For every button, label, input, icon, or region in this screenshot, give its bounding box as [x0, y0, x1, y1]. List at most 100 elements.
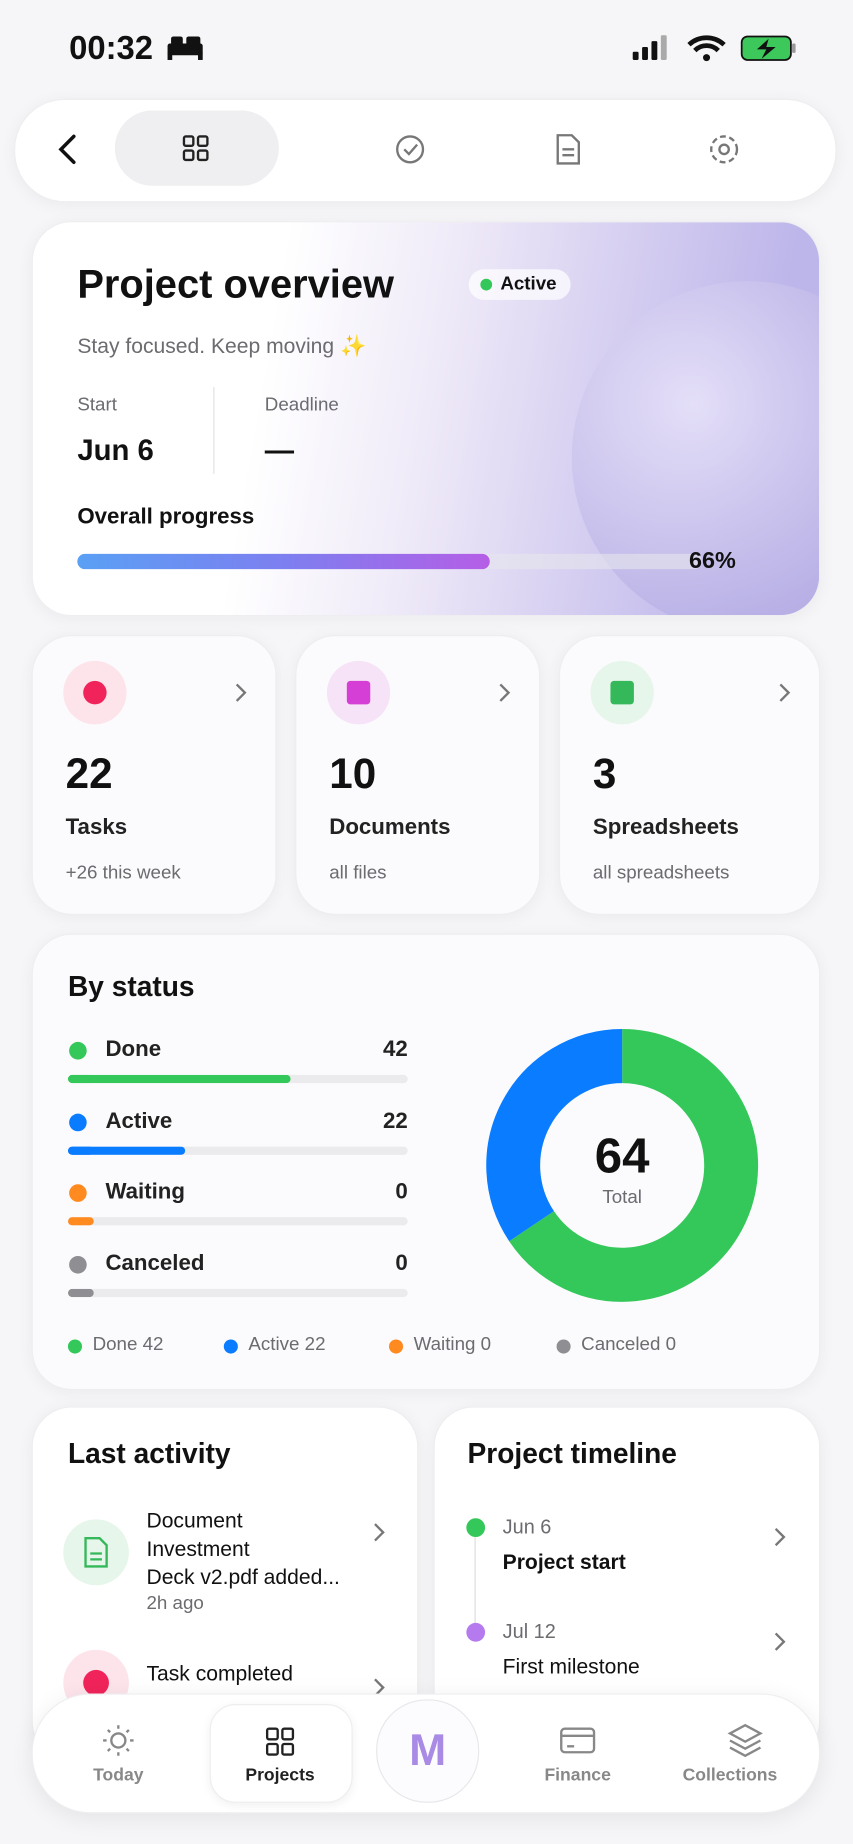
bar-cap: [67, 1288, 94, 1297]
bottom-nav: M Today Projects Finance Collections: [31, 1693, 821, 1814]
overview-card: Project overview Active Stay focused. Ke…: [31, 221, 821, 617]
legend-dot: [389, 1339, 404, 1354]
nav-label[interactable]: Projects: [245, 1765, 315, 1786]
legend-name: Active: [248, 1334, 300, 1355]
status-bar: [67, 1074, 291, 1084]
timeline-date: Jun 6: [502, 1515, 552, 1539]
chevron: [779, 683, 791, 702]
timeline-label: Project start: [502, 1549, 626, 1574]
chevron-path: [774, 1527, 786, 1547]
status-track: [67, 1217, 408, 1226]
legend-count: 0: [480, 1334, 492, 1355]
stat-icon: [63, 660, 127, 725]
progress-value: 66%: [688, 548, 736, 574]
activity-line: Investment: [146, 1537, 250, 1561]
nav-label[interactable]: Finance: [544, 1765, 611, 1786]
chevron-path: [499, 683, 511, 702]
status-icons: [632, 35, 796, 62]
top-nav-icons: [58, 110, 739, 186]
status-track: [67, 1146, 408, 1155]
nav-label[interactable]: Today: [93, 1765, 144, 1786]
activity-line: Deck v2.pdf added...: [146, 1565, 340, 1589]
status-count: 22: [382, 1108, 408, 1134]
divider: [213, 386, 215, 474]
status-name: Done: [105, 1037, 162, 1062]
settings-tab[interactable]: [710, 135, 739, 164]
chevron[interactable]: [373, 1677, 387, 1698]
overview-subtitle: Stay focused. Keep moving ✨: [77, 333, 367, 358]
status-card: By status Done 42 Active 22 Waiting 0 Canceled…: [31, 933, 821, 1391]
stat-label: Documents: [329, 814, 451, 840]
clock: 00:32: [69, 29, 154, 66]
status-count: 42: [382, 1037, 408, 1062]
status-dot: [69, 1184, 87, 1202]
total-label: Total: [602, 1187, 642, 1208]
stat-label: Spreadsheets: [592, 814, 739, 840]
status-title: By status: [67, 971, 195, 1004]
chevron: [235, 683, 247, 702]
deadline-date: —: [264, 433, 295, 467]
status-name: Waiting: [105, 1179, 186, 1205]
activity-title: Last activity: [67, 1438, 231, 1470]
legend-dot: [556, 1339, 571, 1354]
sleep-icon: [167, 36, 203, 60]
bar-cap: [67, 1217, 94, 1226]
progress-label: Overall progress: [77, 504, 255, 530]
legend-entry: Waiting 0: [414, 1335, 491, 1356]
activity-line: Task completed: [146, 1661, 293, 1686]
donut-segment: [509, 1029, 759, 1302]
legend-name: Waiting: [413, 1334, 476, 1355]
legend-entry: Canceled 0: [581, 1335, 676, 1356]
stat-icon-glyph: [610, 680, 634, 705]
timeline-line: [474, 1537, 476, 1632]
legend-name: Canceled: [581, 1334, 661, 1355]
badge-dot: [480, 278, 493, 291]
overview-title: Project overview: [77, 262, 394, 307]
status-dot: [69, 1113, 87, 1131]
legend-dot: [67, 1339, 83, 1354]
legend-name: Done: [92, 1334, 138, 1355]
chevron-path: [779, 683, 791, 702]
overview-tab[interactable]: [114, 110, 279, 186]
deadline-label: Deadline: [264, 395, 339, 416]
stat-icon-glyph: [83, 680, 107, 705]
status-dot: [69, 1255, 87, 1274]
donut-chart: [486, 1028, 759, 1302]
progress-bar: [77, 553, 490, 570]
total-count: 64: [594, 1127, 650, 1184]
stat-count: 10: [329, 749, 377, 798]
chevron: [774, 1632, 786, 1651]
docs-tab[interactable]: [556, 134, 580, 165]
stat-count: 22: [65, 749, 113, 798]
stat-card[interactable]: 22 Tasks +26 this week: [31, 635, 277, 915]
timeline-label: First milestone: [502, 1654, 640, 1679]
stat-icon: [326, 660, 391, 725]
status-count: 0: [395, 1250, 408, 1276]
back-button[interactable]: [58, 134, 76, 165]
legend-entry: Active 22: [248, 1335, 325, 1356]
stat-sub: all files: [329, 863, 387, 884]
start-date: Jun 6: [77, 433, 154, 467]
legend-count: 42: [142, 1334, 164, 1355]
timeline-date: Jul 12: [502, 1620, 556, 1643]
nav-label[interactable]: Collections: [682, 1765, 778, 1786]
center-button[interactable]: M: [376, 1699, 480, 1803]
chevron[interactable]: [373, 1522, 387, 1543]
stat-count: 3: [592, 749, 617, 798]
tasks-tab[interactable]: [396, 135, 425, 164]
stat-card[interactable]: 3 Spreadsheets all spreadsheets: [558, 635, 821, 915]
chevron-path: [774, 1632, 786, 1651]
chevron-path: [235, 683, 247, 702]
status-bar: [67, 1146, 185, 1155]
start-label: Start: [77, 395, 117, 416]
status-track: [67, 1288, 408, 1297]
legend-dot: [223, 1339, 238, 1354]
stat-card[interactable]: 10 Documents all files: [295, 635, 541, 915]
nav-selected: [209, 1704, 353, 1803]
stat-icon: [590, 660, 654, 725]
legend-entry: Done 42: [93, 1335, 164, 1356]
timeline-dot: [466, 1622, 486, 1642]
status-name: Active: [105, 1108, 173, 1134]
progress-track: [77, 553, 702, 570]
